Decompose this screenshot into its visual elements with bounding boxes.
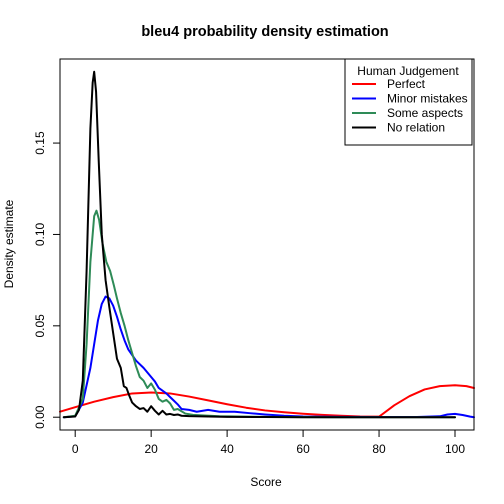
y-tick-label: 0.10 [33,222,47,246]
x-axis-label: Score [250,475,282,489]
plot-area [59,58,475,431]
x-tick-label: 20 [144,442,158,456]
x-tick-label: 80 [372,442,386,456]
x-axis: 0 20 40 60 80 100 [72,430,465,456]
legend-title: Human Judgement [357,64,459,78]
series-line-some-aspects [62,209,457,419]
y-axis: 0.00 0.05 0.10 0.15 [33,131,60,429]
series-line-minor-mistakes [62,295,475,419]
legend-box [344,58,473,146]
y-tick-label: 0.00 [33,405,47,429]
x-tick-label: 40 [220,442,234,456]
legend-label-no-relation: No relation [387,121,445,135]
x-tick-label: 100 [445,442,465,456]
y-tick-label: 0.05 [33,314,47,338]
y-tick-label: 0.15 [33,131,47,155]
series-line-perfect [59,384,475,418]
series-line-no-relation [62,70,457,419]
chart-title: bleu4 probability density estimation [141,24,388,40]
legend-label-perfect: Perfect [387,77,426,91]
x-tick-label: 0 [72,442,79,456]
x-tick-label: 60 [296,442,310,456]
legend-label-minor-mistakes: Minor mistakes [387,92,468,106]
y-axis-label: Density estimate [2,199,16,288]
legend-label-some-aspects: Some aspects [387,106,463,120]
plot-frame [59,58,475,431]
